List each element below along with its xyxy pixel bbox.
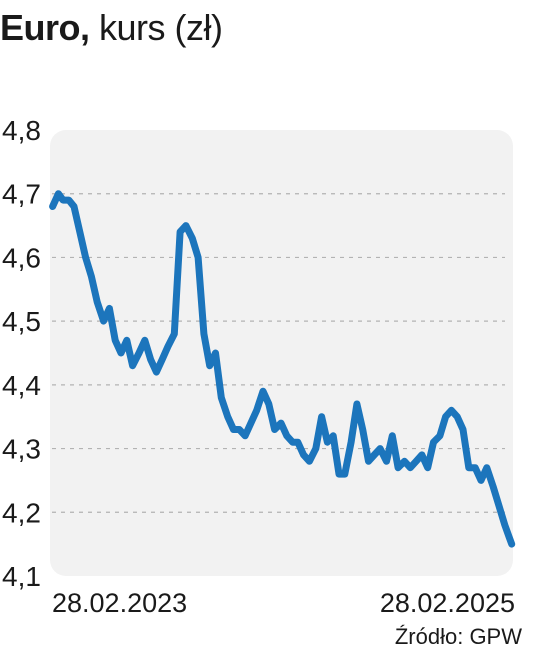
y-tick-label: 4,5 [2, 306, 41, 337]
y-tick-label: 4,2 [2, 497, 41, 528]
y-tick-labels: 4,1 4,2 4,3 4,4 4,5 4,6 4,7 4,8 [2, 115, 41, 592]
y-tick-label: 4,4 [2, 370, 41, 401]
chart-title: Euro, kurs (zł) [0, 6, 223, 50]
euro-rate-line [49, 190, 516, 548]
chart-title-bold: Euro, [0, 7, 90, 48]
source-note: Źródło: GPW [394, 624, 522, 649]
y-tick-label: 4,8 [2, 115, 41, 146]
y-tick-label: 4,7 [2, 179, 41, 210]
y-tick-label: 4,6 [2, 242, 41, 273]
y-tick-label: 4,3 [2, 434, 41, 465]
x-tick-label: 28.02.2023 [52, 588, 187, 618]
x-tick-label: 28.02.2025 [380, 588, 515, 618]
chart-title-rest: kurs (zł) [99, 7, 223, 48]
y-tick-label: 4,1 [2, 561, 41, 592]
grid-lines [52, 193, 505, 513]
x-tick-labels: 28.02.2023 28.02.2025 [52, 588, 515, 618]
